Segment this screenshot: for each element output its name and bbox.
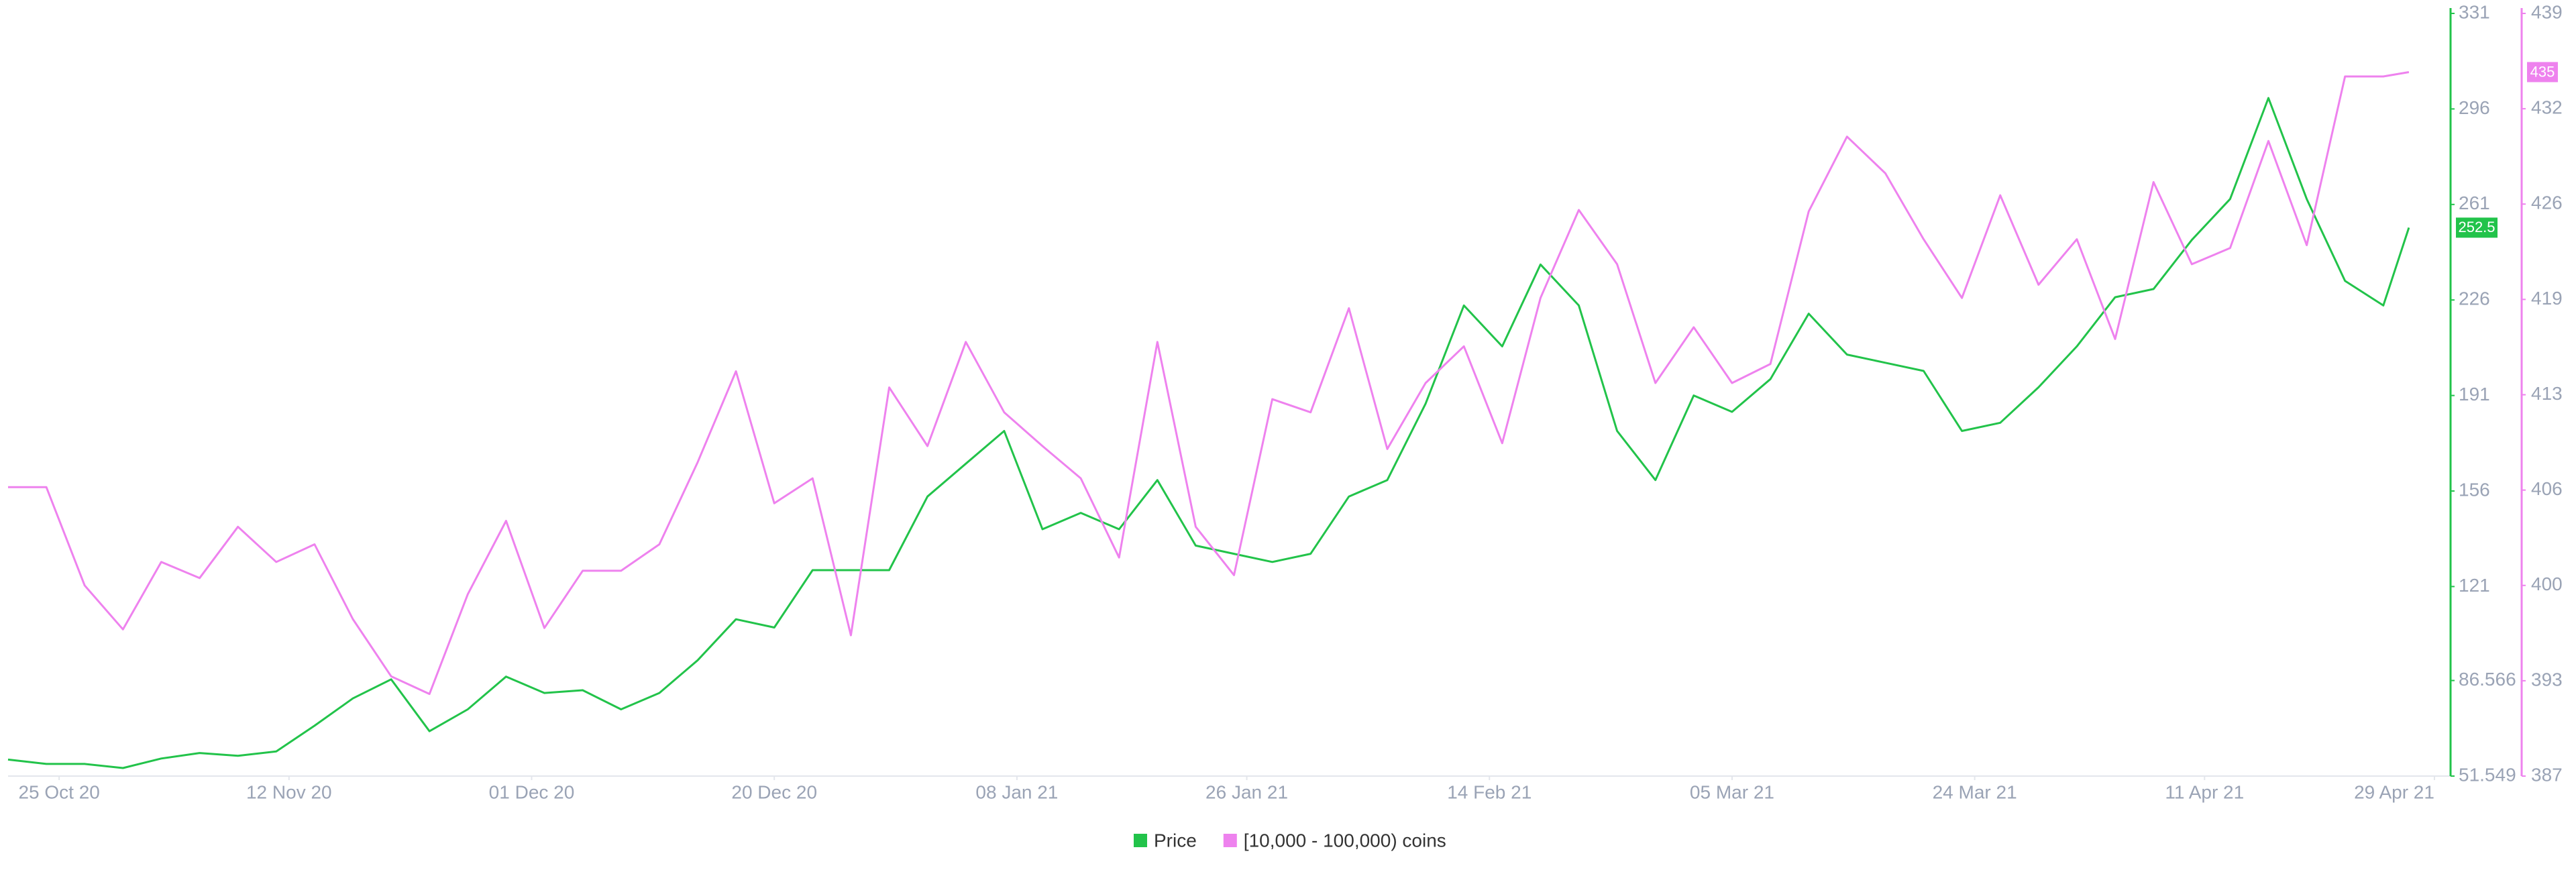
y-tick-label: 261 <box>2459 193 2490 213</box>
y-tick-label: 121 <box>2459 575 2490 596</box>
x-tick-label: 01 Dec 20 <box>489 781 575 802</box>
y2-tick-label: 419 <box>2531 288 2563 309</box>
x-tick-label: 26 Jan 21 <box>1205 781 1288 802</box>
x-tick-label: 29 Apr 21 <box>2354 781 2434 802</box>
legend-label: [10,000 - 100,000) coins <box>1244 830 1446 851</box>
current-value-tag <box>2456 217 2498 238</box>
y-tick-label: 191 <box>2459 384 2490 404</box>
y-tick-label: 86.566 <box>2459 669 2516 690</box>
x-tick-label: 08 Jan 21 <box>975 781 1058 802</box>
y-tick-label: 331 <box>2459 1 2490 22</box>
y2-tick-label: 387 <box>2531 764 2563 785</box>
x-tick-label: 20 Dec 20 <box>731 781 817 802</box>
y-tick-label: 51.549 <box>2459 764 2516 785</box>
x-tick-label: 11 Apr 21 <box>2165 781 2244 802</box>
x-tick-label: 05 Mar 21 <box>1690 781 1774 802</box>
current-value-label: 435 <box>2530 63 2555 80</box>
y2-tick-label: 393 <box>2531 669 2563 690</box>
y2-tick-label: 432 <box>2531 97 2563 118</box>
current-value-tag <box>2527 62 2558 83</box>
y2-tick-label: 406 <box>2531 478 2563 499</box>
x-tick-label: 14 Feb 21 <box>1447 781 1532 802</box>
y-tick-label: 156 <box>2459 479 2490 500</box>
series-line <box>8 71 2410 696</box>
series-line <box>7 97 2410 769</box>
y-tick-label: 296 <box>2459 97 2490 118</box>
y-tick-label: 226 <box>2459 288 2490 309</box>
legend-swatch <box>1134 834 1147 847</box>
y2-tick-label: 400 <box>2531 574 2563 594</box>
x-tick-label: 12 Nov 20 <box>246 781 332 802</box>
legend-label: Price <box>1154 830 1197 851</box>
y2-tick-label: 439 <box>2531 1 2563 22</box>
x-tick-label: 25 Oct 20 <box>18 781 99 802</box>
current-value-label: 252.5 <box>2458 219 2495 235</box>
legend-swatch <box>1223 834 1237 847</box>
y2-tick-label: 413 <box>2531 383 2563 404</box>
legend: Price [10,000 - 100,000) coins <box>1134 830 1446 851</box>
y2-tick-label: 426 <box>2531 193 2563 213</box>
x-tick-label: 24 Mar 21 <box>1933 781 2017 802</box>
